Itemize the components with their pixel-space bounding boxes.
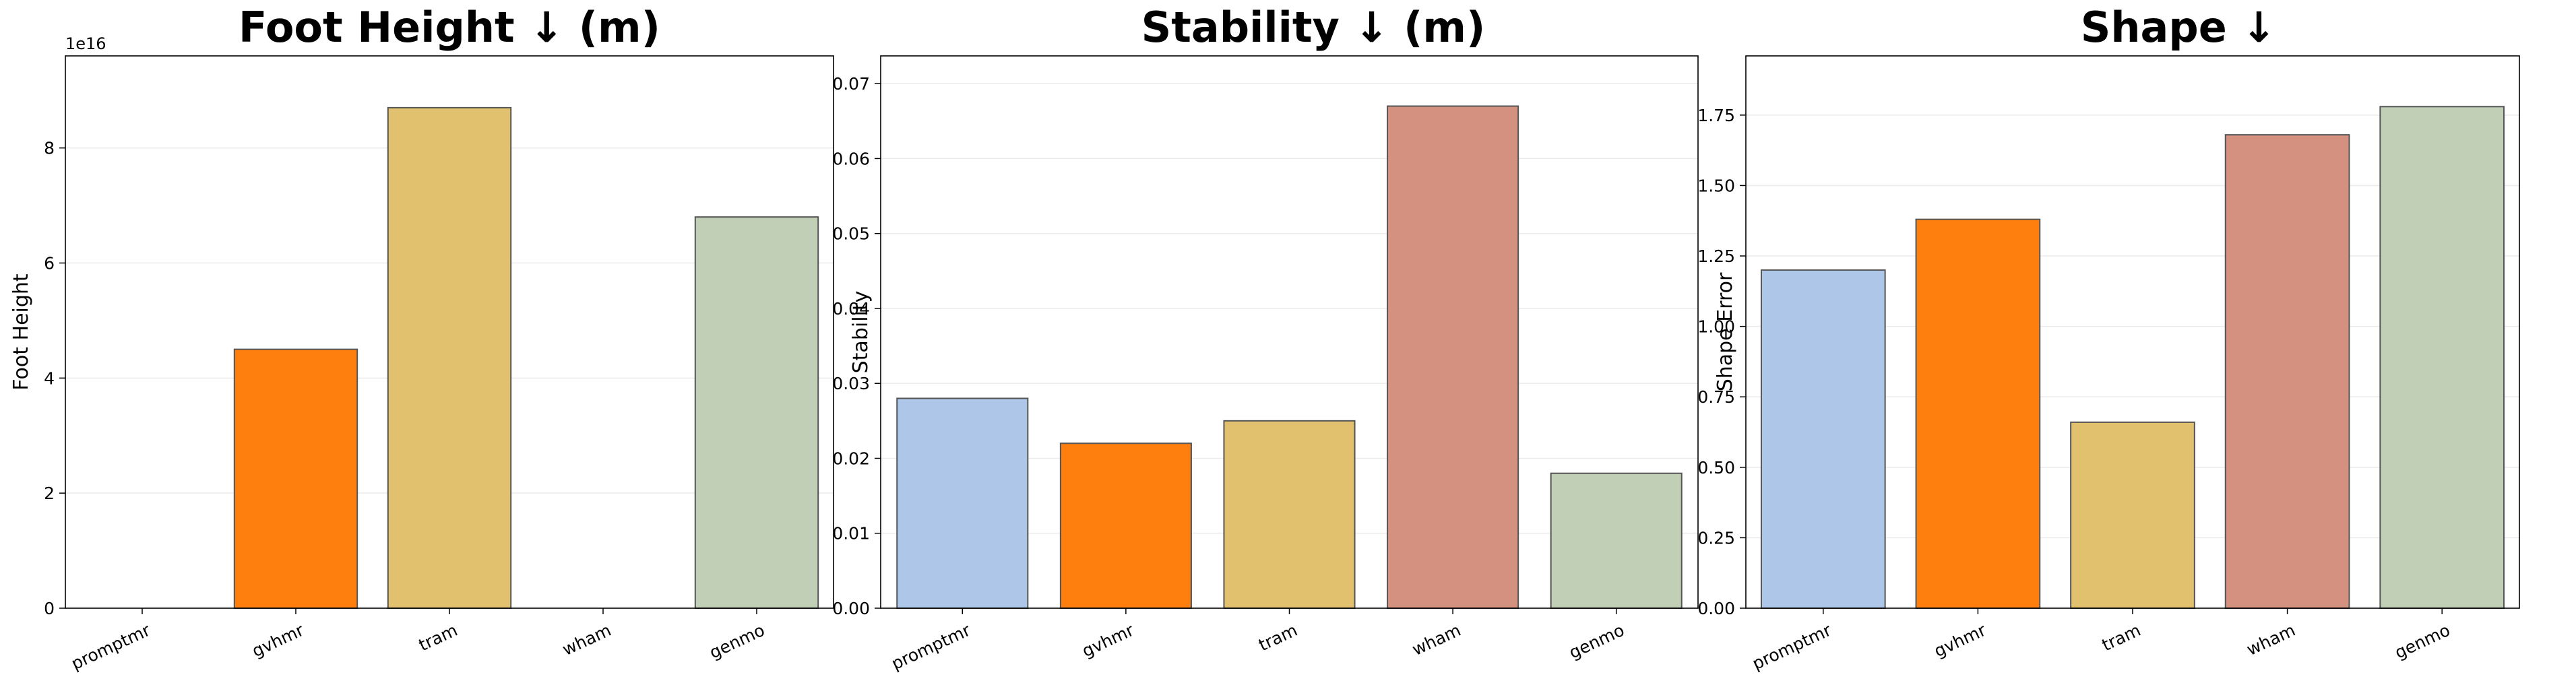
shape-y-tick-label: 1.00 — [1697, 317, 1735, 337]
foot-height-bar-tram — [387, 106, 512, 609]
shape-y-tick-label: 0.00 — [1697, 599, 1735, 618]
stability-y-tick-label: 0.06 — [832, 149, 870, 168]
shape-title: Shape ↓ — [2081, 3, 2277, 52]
shape-x-tick-label-promptmr: promptmr — [1749, 620, 1835, 674]
foot-height-panel: Foot Height ↓ (m) Foot Height 1e16 promp… — [9, 3, 834, 674]
stability-bar-gvhmr — [1059, 442, 1192, 609]
foot-height-plot-frame — [65, 55, 834, 609]
stability-x-tick-label-promptmr: promptmr — [889, 620, 974, 674]
foot-height-x-tick-label-promptmr: promptmr — [68, 620, 154, 674]
stability-x-tick-label-wham: wham — [1409, 620, 1464, 659]
stability-bar-wham — [1387, 105, 1519, 609]
foot-height-x-tick-label-tram: tram — [416, 620, 460, 655]
shape-x-tick-label-wham: wham — [2244, 620, 2298, 659]
foot-height-bar-genmo — [694, 216, 819, 609]
shape-x-tick-label-tram: tram — [2099, 620, 2143, 655]
shape-y-tick-label: 1.50 — [1697, 176, 1735, 195]
stability-y-tick-label: 0.02 — [832, 449, 870, 468]
stability-title: Stability ↓ (m) — [1141, 3, 1486, 52]
shape-y-tick-label: 0.25 — [1697, 528, 1735, 548]
stability-y-tick-label: 0.05 — [832, 224, 870, 244]
shape-y-tick-label: 0.50 — [1697, 458, 1735, 478]
stability-plot-frame — [880, 55, 1699, 609]
foot-height-x-tick-label-gvhmr: gvhmr — [249, 620, 307, 661]
shape-x-tick-label-genmo: genmo — [2392, 620, 2453, 663]
foot-height-y-axis-label: Foot Height — [9, 273, 33, 391]
shape-bar-genmo — [2379, 106, 2505, 609]
stability-bar-genmo — [1550, 472, 1683, 610]
shape-y-tick-label: 1.25 — [1697, 247, 1735, 266]
shape-bar-gvhmr — [1915, 218, 2041, 609]
shape-panel: Shape ↓ Shape Error promptmr gvhmr tram wha… — [1697, 3, 2520, 674]
foot-height-y-tick-label: 0 — [44, 599, 55, 618]
stability-y-axis-label: Stability — [849, 291, 873, 374]
foot-height-scale-label: 1e16 — [65, 34, 106, 53]
shape-plot-frame — [1745, 55, 2520, 609]
shape-y-axis-label: Shape Error — [1714, 272, 1737, 391]
stability-y-tick-label: 0.03 — [832, 374, 870, 393]
stability-bar-promptmr — [896, 397, 1029, 609]
shape-x-tick-label-gvhmr: gvhmr — [1931, 620, 1989, 661]
stability-x-tick-label-tram: tram — [1255, 620, 1300, 655]
stability-y-tick-label: 0.01 — [832, 524, 870, 544]
shape-y-tick-label: 0.75 — [1697, 387, 1735, 407]
foot-height-title: Foot Height ↓ (m) — [239, 3, 660, 52]
stability-x-tick-label-gvhmr: gvhmr — [1079, 620, 1137, 661]
shape-bar-wham — [2224, 134, 2350, 609]
foot-height-y-tick-label: 4 — [44, 368, 55, 388]
foot-height-y-tick-label: 8 — [44, 139, 55, 158]
foot-height-x-tick-label-genmo: genmo — [706, 620, 767, 663]
stability-panel: Stability ↓ (m) Stability promptmr gvhmr t… — [832, 3, 1699, 674]
stability-y-tick-label: 0.00 — [832, 599, 870, 618]
shape-bar-promptmr — [1760, 269, 1886, 609]
stability-y-tick-label: 0.04 — [832, 299, 870, 319]
foot-height-y-tick-label: 6 — [44, 254, 55, 273]
shape-bar-tram — [2070, 421, 2195, 609]
stability-x-tick-label-genmo: genmo — [1566, 620, 1627, 663]
foot-height-x-tick-label-wham: wham — [559, 620, 614, 659]
foot-height-bar-gvhmr — [233, 348, 358, 609]
stability-y-tick-label: 0.07 — [832, 74, 870, 94]
shape-y-tick-label: 1.75 — [1697, 106, 1735, 125]
stability-bar-tram — [1223, 420, 1356, 610]
foot-height-y-tick-label: 2 — [44, 484, 55, 503]
